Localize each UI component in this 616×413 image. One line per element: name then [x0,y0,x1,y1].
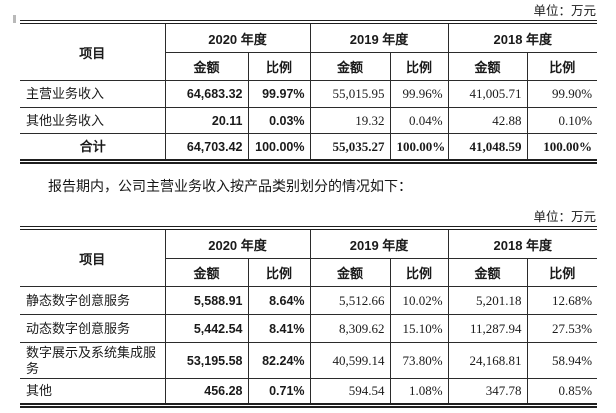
col-header-ratio-2018: 比例 [526,52,598,81]
col-header-year-2020: 2020 年度 [164,21,311,53]
table-row-other: 其他 456.28 0.71% 594.54 1.08% 347.78 0.85… [20,378,598,406]
amount-2019-cell: 5,512.66 [309,286,391,315]
ratio-2019-cell: 1.08% [389,378,449,406]
col-header-ratio-2020: 比例 [247,258,311,287]
col-header-year-2019: 2019 年度 [309,21,449,53]
col-header-year-2018: 2018 年度 [447,21,598,53]
ratio-2018-cell: 27.53% [526,314,598,343]
ratio-2020-cell: 8.64% [247,286,311,315]
ratio-2018-cell: 100.00% [526,133,598,162]
amount-2018-cell: 41,048.59 [447,133,528,162]
row-label: 其他 [20,378,166,406]
amount-2020-cell: 64,683.32 [164,80,249,108]
ratio-2019-cell: 15.10% [389,314,449,343]
table-row-static-digital: 静态数字创意服务 5,588.91 8.64% 5,512.66 10.02% … [20,286,598,315]
ratio-2019-cell: 0.04% [389,107,449,134]
ratio-2018-cell: 99.90% [526,80,598,108]
ratio-2019-cell: 100.00% [389,133,449,162]
unit-label: 单位：万元 [533,4,596,18]
col-header-year-2019: 2019 年度 [309,227,449,259]
row-label: 动态数字创意服务 [20,314,166,343]
amount-2018-cell: 42.88 [447,107,528,134]
col-header-amount-2018: 金额 [447,52,528,81]
table-row-dynamic-digital: 动态数字创意服务 5,442.54 8.41% 8,309.62 15.10% … [20,314,598,343]
amount-2019-cell: 55,015.95 [309,80,391,108]
col-header-ratio-2018: 比例 [526,258,598,287]
ratio-2019-cell: 99.96% [389,80,449,108]
col-header-ratio-2019: 比例 [389,52,449,81]
table-row-digital-display-integration: 数字展示及系统集成服务 53,195.58 82.24% 40,599.14 7… [20,342,598,379]
amount-2020-cell: 5,588.91 [164,286,249,315]
intro-paragraph: 报告期内，公司主营业务收入按产品类别划分的情况如下： [48,180,412,195]
col-header-ratio-2019: 比例 [389,258,449,287]
amount-2020-cell: 53,195.58 [164,342,249,379]
row-label: 数字展示及系统集成服务 [20,342,166,379]
amount-2019-cell: 55,035.27 [309,133,391,162]
row-label: 其他业务收入 [20,107,166,134]
ratio-2020-cell: 0.03% [247,107,311,134]
ratio-2020-cell: 100.00% [247,133,311,162]
ratio-2020-cell: 99.97% [247,80,311,108]
ratio-2019-cell: 10.02% [389,286,449,315]
row-label: 主营业务收入 [20,80,166,108]
amount-2018-cell: 11,287.94 [447,314,528,343]
revenue-by-product-table: 项目 2020 年度 2019 年度 2018 年度 金额 比例 金额 比例 金… [20,226,598,408]
col-header-ratio-2020: 比例 [247,52,311,81]
amount-2018-cell: 5,201.18 [447,286,528,315]
row-label-total: 合计 [20,133,166,162]
ratio-2018-cell: 0.85% [526,378,598,406]
col-header-year-2018: 2018 年度 [447,227,598,259]
row-label: 静态数字创意服务 [20,286,166,315]
amount-2018-cell: 24,168.81 [447,342,528,379]
ratio-2018-cell: 58.94% [526,342,598,379]
col-header-item: 项目 [20,227,166,287]
table-row-total: 合计 64,703.42 100.00% 55,035.27 100.00% 4… [20,133,598,162]
amount-2020-cell: 456.28 [164,378,249,406]
col-header-amount-2020: 金额 [165,258,249,287]
table-row-main-business: 主营业务收入 64,683.32 99.97% 55,015.95 99.96%… [20,80,598,108]
ratio-2019-cell: 73.80% [389,342,449,379]
table-row-other-business: 其他业务收入 20.11 0.03% 19.32 0.04% 42.88 0.1… [20,107,598,134]
ratio-2020-cell: 0.71% [247,378,311,406]
amount-2019-cell: 40,599.14 [309,342,391,379]
amount-2019-cell: 594.54 [309,378,391,406]
amount-2018-cell: 347.78 [447,378,528,406]
amount-2020-cell: 20.11 [164,107,249,134]
col-header-amount-2020: 金额 [165,52,249,81]
col-header-amount-2018: 金额 [447,258,528,287]
ratio-2020-cell: 8.41% [247,314,311,343]
col-header-item: 项目 [20,21,166,81]
ratio-2018-cell: 12.68% [526,286,598,315]
revenue-by-type-table: 项目 2020 年度 2019 年度 2018 年度 金额 比例 金额 比例 金… [20,20,598,164]
scan-artifact-mark [13,15,16,23]
amount-2018-cell: 41,005.71 [447,80,528,108]
amount-2019-cell: 19.32 [309,107,391,134]
ratio-2020-cell: 82.24% [247,342,311,379]
col-header-amount-2019: 金额 [309,52,391,81]
ratio-2018-cell: 0.10% [526,107,598,134]
col-header-year-2020: 2020 年度 [164,227,311,259]
amount-2020-cell: 5,442.54 [164,314,249,343]
unit-label: 单位：万元 [533,210,596,224]
amount-2019-cell: 8,309.62 [309,314,391,343]
col-header-amount-2019: 金额 [309,258,391,287]
amount-2020-cell: 64,703.42 [164,133,249,162]
